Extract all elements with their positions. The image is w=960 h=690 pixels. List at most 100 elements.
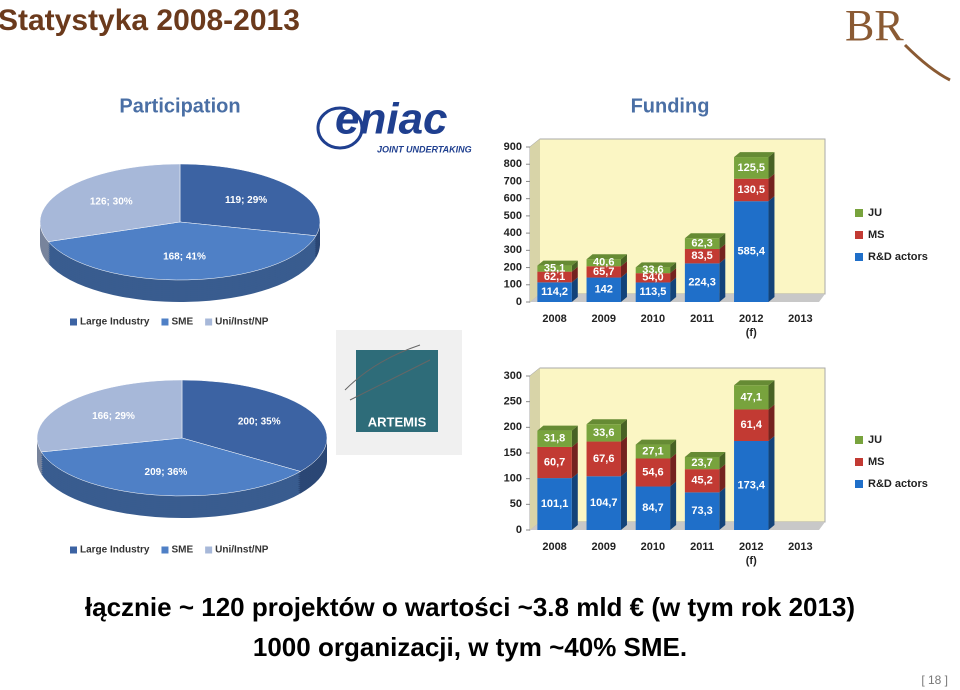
- legend-swatch: [70, 318, 77, 326]
- bar: [734, 201, 769, 302]
- bar: [635, 273, 671, 283]
- bar-side: [670, 268, 677, 283]
- bar-side: [571, 441, 578, 479]
- artemis-drawing: [344, 344, 431, 401]
- legend-swatch: [855, 209, 863, 217]
- bar-side: [571, 473, 578, 530]
- legend-label: Uni/Inst/NP: [215, 317, 269, 328]
- legend-swatch: [205, 318, 213, 326]
- bar-side: [620, 419, 627, 442]
- bar-label: 101,1: [541, 498, 569, 510]
- bar-label: 113,5: [639, 286, 666, 298]
- y-tick-label: 200: [504, 421, 522, 433]
- bar-top: [734, 152, 775, 158]
- bar-side: [768, 404, 775, 441]
- summary-line: 1000 organizacji, w tym ~40% SME.: [252, 632, 688, 662]
- bar-label: 33,6: [593, 427, 614, 439]
- bar-label: 83,5: [691, 250, 712, 262]
- bar-label: 33,6: [642, 264, 663, 276]
- legend-swatch: [855, 436, 863, 444]
- bar-label: 65,7: [593, 266, 614, 278]
- bar-label: 31,8: [544, 433, 565, 445]
- bar-side: [670, 277, 677, 302]
- bar: [537, 265, 572, 272]
- artemis-box: [356, 350, 438, 432]
- y-tick-label: 400: [504, 227, 522, 239]
- bar-side: [768, 380, 775, 410]
- y-tick-label: 900: [504, 141, 522, 153]
- slice: [47, 221, 317, 281]
- bar-top: [734, 380, 775, 386]
- legend-label: MS: [868, 229, 885, 241]
- bar-label: 35,1: [544, 263, 565, 275]
- bar: [684, 469, 720, 493]
- bar: [586, 266, 621, 278]
- bar-label: 84,7: [642, 502, 663, 514]
- y-tick-label: 300: [504, 244, 522, 256]
- bar-label: 60,7: [544, 456, 565, 468]
- bar-side: [571, 266, 578, 283]
- legend-swatch: [161, 546, 169, 554]
- bar-label: 142: [595, 284, 613, 296]
- slice: [36, 379, 183, 453]
- bar-label: 125,5: [737, 162, 765, 174]
- bar: [734, 440, 769, 530]
- bar: [684, 263, 720, 302]
- bar: [586, 476, 621, 530]
- legend-swatch: [205, 546, 213, 554]
- bar: [537, 271, 572, 283]
- bar-side: [719, 464, 726, 493]
- bar-label: 104,7: [590, 497, 618, 509]
- bar-label: 61,4: [741, 419, 763, 431]
- bar-side: [768, 196, 775, 302]
- bar-side: [768, 152, 775, 179]
- bar-side: [620, 471, 627, 530]
- legend-swatch: [855, 253, 863, 261]
- bar-side: [719, 243, 726, 264]
- legend-swatch: [855, 480, 863, 488]
- bar-top: [635, 262, 677, 268]
- legend-label: SME: [171, 317, 193, 328]
- bar-side: [620, 272, 627, 302]
- bar-label: 130,5: [737, 184, 765, 196]
- bar-label: 585,4: [737, 245, 765, 257]
- bar-top: [537, 425, 578, 431]
- legend-label: Uni/Inst/NP: [215, 545, 269, 556]
- bar-side: [768, 435, 775, 530]
- bar: [537, 478, 572, 530]
- legend-swatch: [855, 458, 863, 466]
- bar-label: 47,1: [741, 391, 762, 403]
- slice-label: 209; 36%: [145, 467, 188, 478]
- bar-label: 114,2: [541, 286, 568, 298]
- bar-top: [684, 233, 726, 239]
- x-tick-label: 2008: [542, 313, 567, 325]
- y-tick-label: 150: [504, 447, 522, 459]
- bar-side: [670, 439, 677, 459]
- bar-label: 173,4: [737, 479, 765, 491]
- y-tick-label: 100: [504, 279, 522, 291]
- bar: [537, 430, 572, 447]
- bar: [684, 238, 720, 249]
- slice-label: 126; 30%: [90, 197, 133, 208]
- slice-label: 168; 41%: [163, 251, 206, 262]
- slice: [40, 437, 302, 497]
- bar: [635, 458, 671, 487]
- bar-label: 73,3: [691, 505, 712, 517]
- bar-side: [670, 453, 677, 487]
- y-tick-label: 100: [504, 473, 522, 485]
- legend-label: JU: [868, 207, 882, 219]
- bar-side: [571, 425, 578, 447]
- bar-side: [620, 261, 627, 278]
- y-tick-label: 0: [516, 296, 522, 308]
- bar-side: [620, 254, 627, 267]
- bar-side: [670, 262, 677, 274]
- page-number: [ 18 ]: [921, 673, 948, 687]
- bar-label: 54,6: [642, 466, 663, 478]
- x-tick-label: 2012 (f): [739, 313, 764, 339]
- plot-side: [530, 139, 540, 302]
- legend-label: SME: [171, 545, 193, 556]
- bar-side: [719, 233, 726, 249]
- y-tick-label: 50: [510, 498, 522, 510]
- bar: [635, 282, 671, 302]
- bar-label: 40,6: [593, 257, 614, 269]
